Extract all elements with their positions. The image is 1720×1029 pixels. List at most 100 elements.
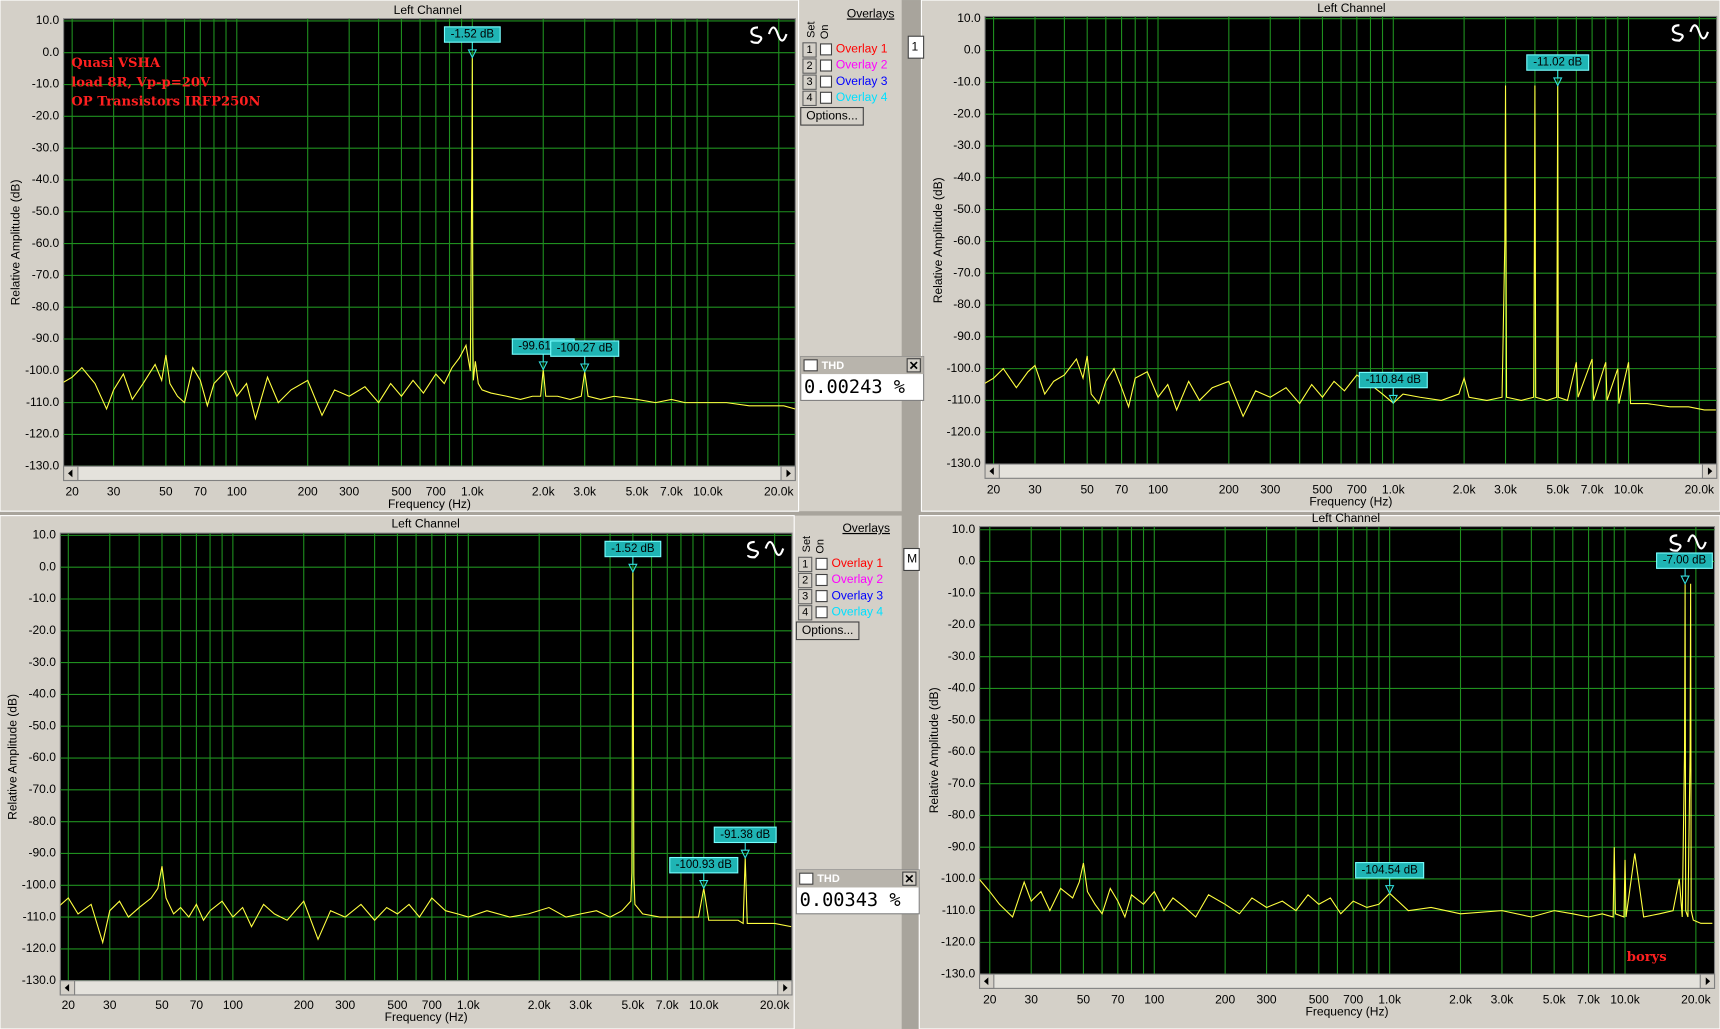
checkbox[interactable] [819, 43, 833, 56]
scrollbar [984, 463, 1718, 479]
x-tick-label: 30 [107, 485, 121, 499]
y-axis-label: Relative Amplitude (dB) [5, 694, 19, 820]
checkbox[interactable] [815, 590, 828, 603]
checkbox[interactable] [819, 75, 833, 88]
y-tick-label: -40.0 [953, 170, 981, 184]
marker-label-box [604, 540, 662, 558]
y-tick-label: -40.0 [28, 687, 56, 701]
y-tick-label: -120.0 [25, 427, 59, 441]
set-button[interactable] [798, 588, 813, 605]
set-button[interactable] [798, 572, 813, 589]
arrow [1707, 467, 1713, 476]
marker-label-box [1526, 54, 1590, 71]
set-button[interactable] [802, 90, 817, 106]
overlay-label: Overlay 2 [836, 58, 888, 72]
marker-label: -7.00 dB [1663, 555, 1707, 567]
y-tick-label: -100.0 [22, 877, 56, 891]
options-label: Options... [806, 108, 858, 122]
thd-icon [803, 359, 818, 372]
fragment-box [907, 35, 925, 59]
overlay-label: Overlay 1 [831, 556, 883, 570]
x-tick-label: 200 [294, 998, 314, 1012]
overlays-header: Overlays [847, 6, 895, 20]
y-tick-label: 0.0 [958, 554, 975, 568]
x-tick-label: 700 [1347, 483, 1367, 497]
y-tick-label: -60.0 [953, 234, 981, 248]
x-tick-label: 100 [1148, 483, 1168, 497]
close-icon [909, 361, 918, 370]
x-tick-label: 5.0k [626, 485, 650, 499]
fragment-text: 1 [912, 39, 919, 53]
set-button[interactable] [798, 556, 813, 573]
set-button[interactable] [802, 42, 817, 58]
x-tick-label: 7.0k [1577, 993, 1601, 1007]
x-tick-label: 3.0k [1491, 993, 1515, 1007]
chart-title: Left Channel [1317, 1, 1385, 15]
y-tick-label: -10.0 [948, 585, 976, 599]
marker-label: -91.38 dB [720, 829, 770, 841]
y-tick-label: -30.0 [948, 649, 976, 663]
x-tick-label: 700 [422, 998, 442, 1012]
x-tick-label: 100 [1144, 993, 1164, 1007]
y-tick-label: -70.0 [953, 265, 981, 279]
x-tick-label: 100 [223, 998, 243, 1012]
set-button[interactable] [798, 605, 813, 621]
options-button[interactable] [800, 106, 864, 126]
marker-label-box [1656, 552, 1713, 569]
y-tick-label: -90.0 [32, 331, 60, 345]
set-number: 4 [806, 92, 812, 104]
set-header: Set [801, 536, 813, 552]
x-tick-label: 1.0k [1378, 993, 1402, 1007]
y-tick-label: -20.0 [953, 106, 981, 120]
marker-label: -1.52 dB [611, 543, 655, 555]
x-tick-label: 200 [298, 485, 318, 499]
y-tick-label: -10.0 [32, 77, 60, 91]
x-tick-label: 1.0k [1382, 483, 1406, 497]
y-tick-label: -30.0 [953, 138, 981, 152]
x-axis-label: Frequency (Hz) [388, 497, 471, 511]
set-number: 2 [806, 60, 812, 72]
x-tick-label: 3.0k [573, 485, 597, 499]
y-tick-label: -90.0 [28, 846, 56, 860]
marker-label-box [669, 856, 739, 874]
spectrum-trace [979, 583, 1713, 924]
y-tick-label: -50.0 [948, 712, 976, 726]
overlay-label: Overlay 3 [831, 588, 883, 602]
options-button[interactable] [795, 621, 860, 641]
fragment-text: M [907, 552, 917, 566]
y-tick-label: -20.0 [32, 109, 60, 123]
y-tick-label: -90.0 [948, 839, 976, 853]
thd-title: THD [822, 360, 845, 372]
overlay-label: Overlay 4 [836, 90, 888, 104]
x-tick-label: 10.0k [689, 998, 719, 1012]
y-tick-label: -120.0 [941, 935, 975, 949]
plot: -1.52 dB -100.93 dB -91.38 dB [60, 533, 792, 981]
arrow [989, 467, 994, 476]
set-number: 2 [802, 574, 808, 586]
y-tick-label: 0.0 [39, 559, 56, 573]
checkbox[interactable] [815, 606, 828, 619]
checkbox[interactable] [819, 91, 833, 104]
checkbox[interactable] [815, 573, 828, 587]
x-tick-label: 70 [194, 485, 208, 499]
plot: -7.00 dB -104.54 dB borys [979, 526, 1715, 975]
set-button[interactable] [802, 74, 817, 90]
chart-title: Left Channel [1312, 511, 1380, 525]
y-tick-label: -40.0 [948, 681, 976, 695]
x-tick-label: 500 [1312, 483, 1332, 497]
x-tick-label: 700 [1343, 993, 1363, 1007]
checkbox[interactable] [815, 557, 828, 570]
x-tick-label: 2.0k [1453, 483, 1477, 497]
checkbox[interactable] [819, 59, 833, 72]
logo-icon [1671, 24, 1709, 42]
y-tick-label: -110.0 [23, 909, 57, 923]
marker-label-box [443, 26, 501, 43]
x-tick-label: 10.0k [693, 485, 723, 499]
set-button[interactable] [802, 58, 817, 74]
x-tick-label: 20 [983, 993, 997, 1007]
marker-label: -11.02 dB [1533, 57, 1582, 69]
x-tick-label: 7.0k [1581, 483, 1605, 497]
marker [1552, 77, 1563, 87]
